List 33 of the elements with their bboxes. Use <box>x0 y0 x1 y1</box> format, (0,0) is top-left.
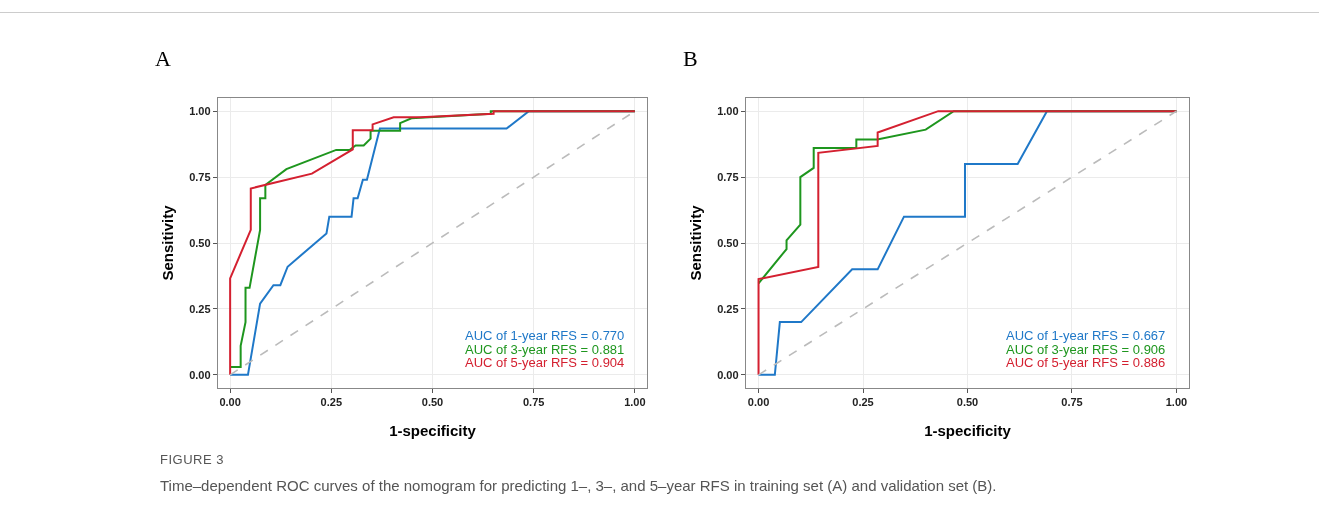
text: AUC of 3-year RFS = 0.906 <box>1006 342 1166 357</box>
x-tick-label: 0.50 <box>956 396 979 409</box>
y-tick-label: 0.25 <box>717 302 739 315</box>
x-axis-title: 1-specificity <box>389 422 477 440</box>
y-tick-label: 0.50 <box>717 236 739 249</box>
x-tick-label: 0.00 <box>219 396 241 409</box>
x-tick-label: 0.75 <box>1061 396 1083 409</box>
x-tick-label: 0.00 <box>747 396 770 409</box>
line-series <box>757 110 1178 376</box>
x-axis-title: 1-specificity <box>924 422 1012 440</box>
y-tick-label: 1.00 <box>717 105 739 118</box>
caption: FIGURE 3 <box>160 452 225 467</box>
y-axis-title: Sensitivity <box>158 204 176 281</box>
chart-title: A <box>155 45 171 71</box>
y-tick-label: 0.00 <box>189 368 211 381</box>
text: AUC of 3-year RFS = 0.881 <box>465 342 625 357</box>
text: AUC of 1-year RFS = 0.770 <box>465 328 625 343</box>
y-tick-label: 0.00 <box>717 368 739 381</box>
x-tick-label: 0.25 <box>852 396 874 409</box>
y-axis-title: Sensitivity <box>686 204 704 281</box>
x-tick-label: 1.00 <box>624 396 646 409</box>
chart-title: B <box>683 45 698 71</box>
y-tick-label: 0.50 <box>189 236 211 249</box>
y-tick-label: 1.00 <box>189 105 211 118</box>
x-tick-label: 0.50 <box>421 396 444 409</box>
y-tick-label: 0.75 <box>717 170 739 183</box>
x-tick-label: 0.25 <box>320 396 343 409</box>
text: Time–dependent ROC curves of the nomogram for predicting 1–, 3–, and 5–year RFS in training set (A) and validation set (B). <box>160 477 997 494</box>
y-tick-label: 0.25 <box>189 302 211 315</box>
text: AUC of 1-year RFS = 0.667 <box>1006 328 1166 343</box>
x-tick-label: 0.75 <box>522 396 545 409</box>
x-tick-label: 1.00 <box>1165 396 1188 409</box>
y-tick-label: 0.75 <box>189 170 211 183</box>
